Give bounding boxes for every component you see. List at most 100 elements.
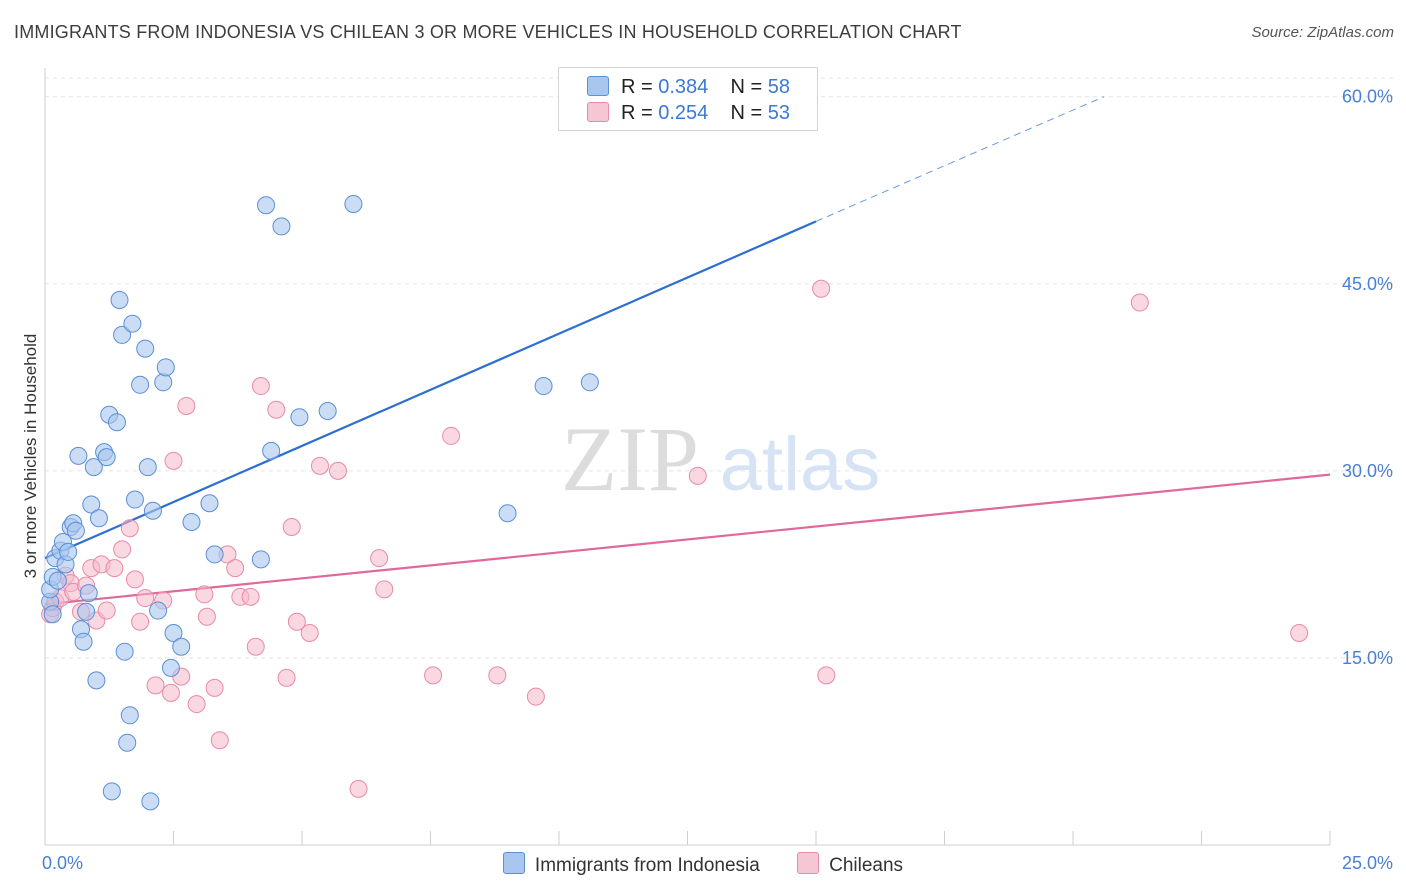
- chart-title: IMMIGRANTS FROM INDONESIA VS CHILEAN 3 O…: [14, 22, 962, 42]
- chileans-point: [526, 687, 545, 706]
- indonesia-point: [498, 504, 517, 523]
- chileans-point: [164, 451, 183, 470]
- chileans-point: [267, 400, 286, 419]
- indonesia-trend-line: [44, 220, 817, 560]
- chileans-point: [688, 466, 707, 485]
- chileans-point: [370, 549, 389, 568]
- chileans-point: [300, 623, 319, 642]
- indonesia-point: [580, 373, 599, 392]
- indonesia-point: [131, 375, 150, 394]
- indonesia-point: [97, 448, 116, 467]
- indonesia-point: [69, 446, 88, 465]
- y-tick-label: 15.0%: [1342, 648, 1393, 668]
- legend-swatch-indonesia: [587, 76, 609, 96]
- legend-r-label: R =: [621, 102, 659, 124]
- indonesia-point: [89, 509, 108, 528]
- indonesia-point: [138, 458, 157, 477]
- chileans-point: [246, 637, 265, 656]
- chileans-point: [251, 377, 270, 396]
- tick-labels: 15.0% 30.0% 45.0% 60.0% 0.0% 25.0%: [42, 87, 1393, 873]
- legend-row-chileans: R = 0.254 N = 53: [587, 102, 790, 128]
- indonesia-point: [182, 512, 201, 531]
- indonesia-point: [118, 733, 137, 752]
- chileans-point: [205, 678, 224, 697]
- chileans-point: [328, 461, 347, 480]
- indonesia-point: [290, 408, 309, 427]
- series-legend: Immigrants from Indonesia Chileans: [0, 852, 1406, 877]
- legend-item-chileans[interactable]: Chileans: [797, 852, 903, 877]
- chileans-point: [424, 666, 443, 685]
- indonesia-point: [59, 542, 78, 561]
- chileans-points: [41, 279, 1309, 798]
- legend-n-label: N =: [730, 76, 768, 98]
- indonesia-point: [164, 623, 183, 642]
- legend-item-indonesia[interactable]: Immigrants from Indonesia: [502, 852, 760, 877]
- indonesia-point: [143, 501, 162, 520]
- y-tick-label: 60.0%: [1342, 87, 1393, 107]
- chileans-point: [197, 607, 216, 626]
- indonesia-point: [161, 658, 180, 677]
- chileans-point: [812, 279, 831, 298]
- watermark: ZIP atlas: [561, 408, 880, 510]
- indonesia-point: [156, 358, 175, 377]
- legend-swatch-indonesia: [502, 852, 525, 874]
- chileans-point: [1290, 623, 1309, 642]
- chileans-point: [195, 585, 214, 604]
- chileans-point: [310, 456, 329, 475]
- chileans-point: [177, 397, 196, 416]
- grid-lines: [45, 77, 1395, 659]
- chileans-point: [241, 587, 260, 606]
- legend-r-value: 0.254: [658, 102, 709, 124]
- watermark-atlas: atlas: [720, 422, 881, 507]
- indonesia-point: [115, 642, 134, 661]
- indonesia-point: [154, 373, 173, 392]
- chileans-point: [210, 731, 229, 750]
- chileans-point: [1130, 293, 1149, 312]
- indonesia-points: [41, 194, 599, 811]
- legend-n-value: 53: [767, 102, 791, 124]
- chileans-trend-line: [44, 473, 1331, 606]
- correlation-legend: R = 0.384 N = 58 R = 0.254 N = 53: [558, 67, 818, 131]
- chileans-point: [113, 540, 132, 559]
- legend-r-label: R =: [621, 76, 659, 98]
- chileans-point: [488, 666, 507, 685]
- chileans-point: [442, 426, 461, 445]
- indonesia-point: [82, 495, 101, 514]
- indonesia-point: [87, 671, 106, 690]
- indonesia-point: [534, 377, 553, 396]
- indonesia-point: [205, 545, 224, 564]
- x-tick-label: 25.0%: [1342, 853, 1393, 873]
- chileans-point: [287, 612, 306, 631]
- x-tick-label: 0.0%: [42, 853, 83, 873]
- chileans-point: [277, 668, 296, 687]
- chileans-point: [105, 559, 124, 578]
- indonesia-point: [125, 490, 144, 509]
- indonesia-point: [74, 632, 93, 651]
- chileans-point: [146, 676, 165, 695]
- y-tick-label: 45.0%: [1342, 274, 1393, 294]
- source-label: Source: ZipAtlas.com: [1251, 24, 1394, 41]
- indonesia-point: [200, 494, 219, 513]
- indonesia-point: [79, 584, 98, 603]
- chileans-point: [817, 666, 836, 685]
- indonesia-point: [136, 339, 155, 358]
- indonesia-point: [262, 441, 281, 460]
- indonesia-point: [318, 401, 337, 420]
- legend-r-value: 0.384: [658, 76, 709, 98]
- chileans-point: [120, 519, 139, 538]
- indonesia-point: [172, 637, 191, 656]
- indonesia-point: [66, 521, 85, 540]
- indonesia-point: [110, 290, 129, 309]
- legend-label-chileans: Chileans: [829, 855, 904, 876]
- trend-lines: [44, 96, 1331, 606]
- chileans-point: [282, 517, 301, 536]
- chileans-point: [226, 559, 245, 578]
- indonesia-point: [102, 782, 121, 801]
- indonesia-point: [113, 325, 132, 344]
- legend-n-value: 58: [767, 76, 791, 98]
- watermark-zip: ZIP: [561, 408, 699, 510]
- chileans-point: [161, 683, 180, 702]
- legend-swatch-chileans: [587, 102, 609, 122]
- chileans-point: [97, 601, 116, 620]
